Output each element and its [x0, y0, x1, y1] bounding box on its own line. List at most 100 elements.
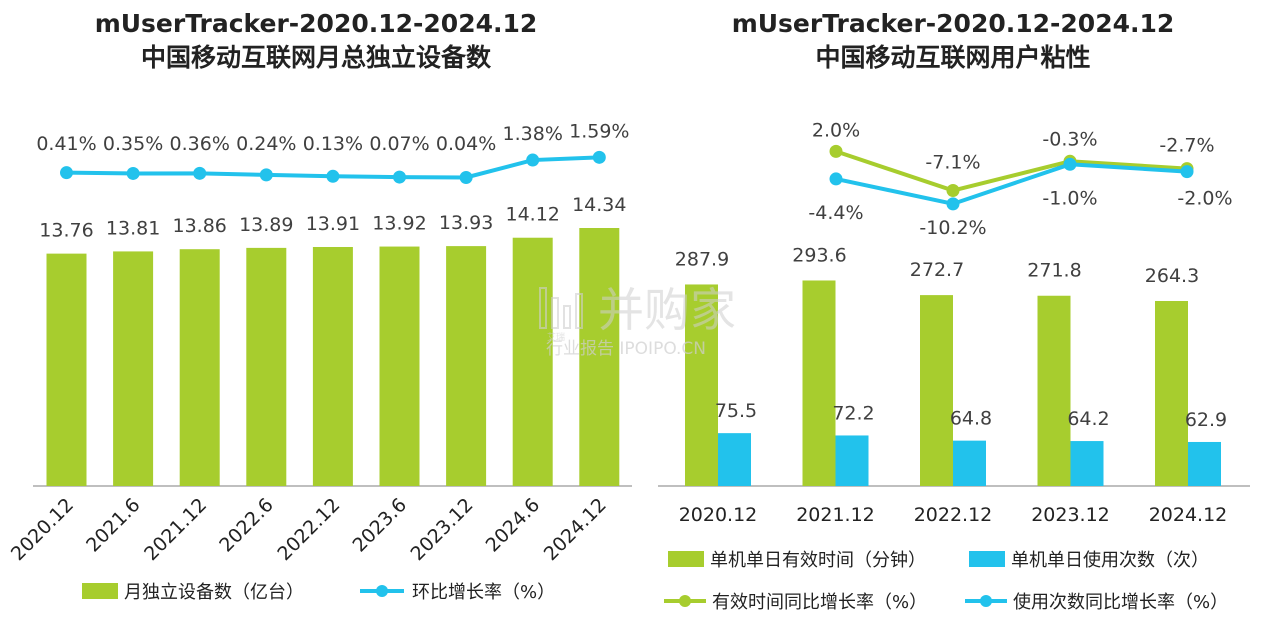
mom-growth-point — [592, 150, 606, 164]
left-x-tick-label: 2021.6 — [82, 494, 145, 557]
count-yoy-line — [835, 162, 1188, 206]
count-yoy-label: -4.4% — [808, 202, 863, 224]
mom-growth-point — [326, 169, 340, 183]
mom-growth-label: 0.07% — [369, 133, 429, 155]
mom-growth-point — [526, 153, 540, 167]
daily-count-value-label: 64.8 — [950, 408, 992, 430]
left-chart-subtitle: 中国移动互联网月总独立设备数 — [141, 43, 492, 72]
right-x-tick-label: 2020.12 — [679, 504, 758, 526]
daily-time-bar — [1037, 295, 1071, 486]
watermark: 并购家 行业报告 IPOIPO.CN 艾瑞 — [539, 283, 736, 359]
legend-label-daily-count: 单机单日使用次数（次） — [1011, 550, 1209, 571]
count-yoy-point — [829, 172, 843, 186]
left-x-tick-label: 2021.12 — [140, 494, 211, 565]
devices-bar-value-label: 13.86 — [172, 215, 226, 237]
mom-growth-label: 0.24% — [236, 133, 296, 155]
right-x-tick-label: 2024.12 — [1149, 504, 1228, 526]
mom-growth-point — [459, 170, 473, 184]
devices-bar — [179, 249, 220, 486]
mom-growth-point — [126, 166, 140, 180]
left-x-tick-label: 2023.6 — [348, 494, 411, 557]
count-yoy-point — [946, 197, 960, 211]
time-yoy-label: -7.1% — [925, 152, 980, 174]
daily-time-value-label: 264.3 — [1145, 265, 1199, 287]
daily-time-bar — [1155, 300, 1188, 486]
devices-bar — [512, 237, 553, 486]
daily-count-bar — [953, 440, 986, 486]
left-x-tick-label: 2022.12 — [273, 494, 344, 565]
left-x-tick-label: 2022.6 — [215, 494, 278, 557]
devices-bar — [446, 246, 487, 486]
devices-bar-value-label: 14.34 — [572, 194, 626, 216]
daily-time-bar — [685, 284, 718, 486]
time-yoy-point — [946, 184, 960, 198]
mom-growth-label: 1.59% — [569, 120, 629, 142]
mom-growth-label: 0.36% — [170, 133, 230, 155]
devices-bar-value-label: 13.91 — [306, 213, 360, 235]
time-yoy-label: -0.3% — [1042, 128, 1097, 150]
devices-bar-value-label: 13.81 — [106, 217, 160, 239]
daily-count-value-label: 64.2 — [1067, 408, 1109, 430]
mom-growth-point — [259, 168, 273, 182]
right-chart-subtitle: 中国移动互联网用户粘性 — [815, 43, 1090, 72]
devices-bar — [113, 251, 154, 486]
count-yoy-point — [1063, 157, 1077, 171]
daily-time-bar — [920, 295, 953, 486]
daily-time-value-label: 272.7 — [910, 259, 964, 281]
daily-time-bar — [802, 280, 836, 486]
daily-count-value-label: 72.2 — [832, 402, 874, 424]
svg-text:艾瑞: 艾瑞 — [547, 331, 565, 343]
devices-bar — [246, 247, 287, 486]
devices-bar-value-label: 14.12 — [505, 204, 559, 226]
devices-bar — [379, 246, 420, 486]
legend-marker-mom-growth — [376, 585, 388, 597]
devices-bar-value-label: 13.89 — [239, 214, 293, 236]
mom-growth-label: 0.35% — [103, 133, 163, 155]
time-yoy-label: -2.0% — [1177, 188, 1232, 210]
devices-bar — [579, 228, 620, 486]
left-legend: 月独立设备数（亿台） 环比增长率（%） — [82, 582, 555, 603]
mom-growth-label: 0.13% — [303, 133, 363, 155]
left-x-tick-label: 2020.12 — [7, 494, 78, 565]
legend-label-count-yoy: 使用次数同比增长率（%） — [1013, 592, 1228, 613]
legend-label-daily-time: 单机单日有效时间（分钟） — [710, 550, 926, 571]
daily-count-bar — [835, 435, 869, 486]
legend-marker-time-yoy — [679, 595, 691, 607]
right-x-tick-label: 2021.12 — [796, 504, 875, 526]
left-chart-title: mUserTracker-2020.12-2024.12 — [95, 9, 538, 38]
daily-time-value-label: 271.8 — [1027, 260, 1081, 282]
daily-count-bar — [1070, 441, 1104, 486]
devices-bar — [46, 253, 87, 486]
count-yoy-label: -2.7% — [1159, 135, 1214, 157]
watermark-main: 并购家 — [598, 283, 736, 337]
mom-growth-label: 1.38% — [503, 123, 563, 145]
devices-bar — [312, 246, 353, 486]
mom-growth-label: 0.04% — [436, 133, 496, 155]
legend-swatch-daily-count — [969, 551, 1005, 567]
count-yoy-label: -1.0% — [1042, 187, 1097, 209]
left-x-tick-label: 2024.12 — [540, 494, 611, 565]
mom-growth-point — [393, 170, 406, 184]
daily-count-value-label: 75.5 — [715, 400, 757, 422]
mom-growth-label: 0.41% — [36, 133, 96, 155]
daily-count-value-label: 62.9 — [1185, 409, 1227, 431]
count-yoy-label: -10.2% — [919, 217, 986, 239]
time-yoy-label: 2.0% — [812, 119, 860, 141]
devices-bar-value-label: 13.92 — [372, 213, 426, 235]
devices-bar-value-label: 13.76 — [39, 220, 93, 242]
legend-swatch-daily-time — [668, 551, 704, 567]
mom-growth-point — [60, 166, 73, 180]
legend-label-mom-growth: 环比增长率（%） — [412, 582, 555, 603]
right-chart-title: mUserTracker-2020.12-2024.12 — [732, 9, 1175, 38]
right-legend: 单机单日有效时间（分钟） 单机单日使用次数（次） 有效时间同比增长率（%） 使用… — [664, 550, 1228, 613]
daily-count-bar — [1188, 441, 1221, 486]
left-x-tick-label: 2023.12 — [407, 494, 478, 565]
time-yoy-line — [835, 149, 1188, 193]
watermark-sub: 行业报告 IPOIPO.CN — [546, 339, 706, 359]
right-x-tick-label: 2023.12 — [1031, 504, 1110, 526]
left-x-tick-label: 2024.6 — [482, 494, 545, 557]
daily-time-value-label: 293.6 — [792, 244, 846, 266]
legend-swatch-devices — [82, 583, 118, 599]
